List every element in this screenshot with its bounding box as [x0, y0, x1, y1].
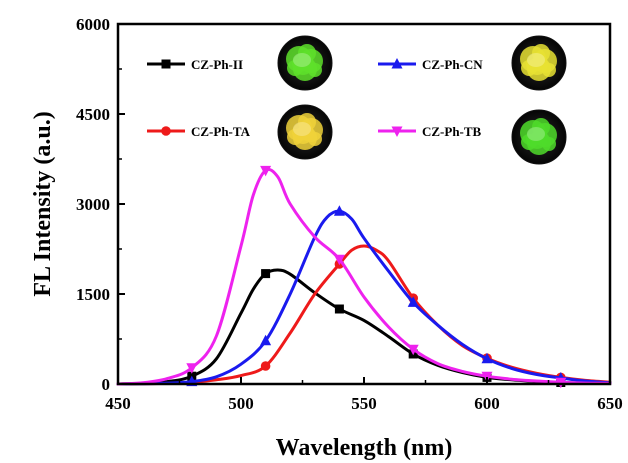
y-tick-label: 6000: [76, 15, 110, 34]
data-point-marker: [481, 352, 493, 364]
data-point-marker: [333, 254, 345, 266]
data-point-marker: [333, 205, 345, 216]
x-tick-label: 450: [105, 394, 131, 413]
x-axis-title: Wavelength (nm): [276, 435, 453, 461]
x-tick-label: 600: [474, 394, 500, 413]
sample-photo-cz-ph-ii: [277, 35, 333, 91]
legend-marker: [161, 59, 171, 69]
legend-label: CZ-Ph-TA: [191, 124, 251, 139]
data-point-marker: [334, 304, 344, 314]
legend-item: CZ-Ph-TA: [147, 124, 251, 139]
sample-photo-cz-ph-cn: [511, 35, 567, 91]
data-point-marker: [260, 334, 272, 346]
sample-photo-cz-ph-ta: [277, 104, 333, 160]
legend-item: CZ-Ph-CN: [378, 57, 483, 72]
legend-label: CZ-Ph-TB: [422, 124, 482, 139]
series-line-cz-ph-cn: [116, 209, 612, 386]
x-tick-label: 550: [351, 394, 377, 413]
series-line-cz-ph-tb: [116, 167, 612, 386]
legend-marker: [161, 126, 171, 136]
y-tick-label: 4500: [76, 105, 110, 124]
x-tick-label: 500: [228, 394, 254, 413]
legend-marker: [391, 126, 403, 137]
ticks-layer: 450 500 550 600 650 0 1500 3000 4500 6000: [76, 15, 623, 413]
sample-photo-cz-ph-tb: [511, 109, 567, 165]
data-point-marker: [407, 296, 419, 307]
data-point-marker: [260, 165, 272, 177]
y-tick-label: 0: [102, 375, 111, 394]
y-axis-title: FL Intensity (a.u.): [30, 111, 56, 296]
x-tick-label: 650: [597, 394, 623, 413]
legend-item: CZ-Ph-II: [147, 57, 243, 72]
data-point-marker: [260, 361, 271, 371]
data-point-marker: [186, 363, 198, 374]
legend: CZ-Ph-II CZ-Ph-CN CZ-Ph-TA CZ-Ph-TB: [147, 35, 567, 165]
data-point-marker: [481, 371, 493, 383]
legend-item: CZ-Ph-TB: [378, 124, 482, 139]
legend-marker: [391, 58, 403, 69]
legend-label: CZ-Ph-II: [191, 57, 243, 72]
data-point-marker: [407, 344, 419, 356]
y-tick-label: 1500: [76, 285, 110, 304]
data-point-marker: [261, 269, 271, 279]
series-layer: [116, 165, 612, 389]
legend-label: CZ-Ph-CN: [422, 57, 483, 72]
y-tick-label: 3000: [76, 195, 110, 214]
